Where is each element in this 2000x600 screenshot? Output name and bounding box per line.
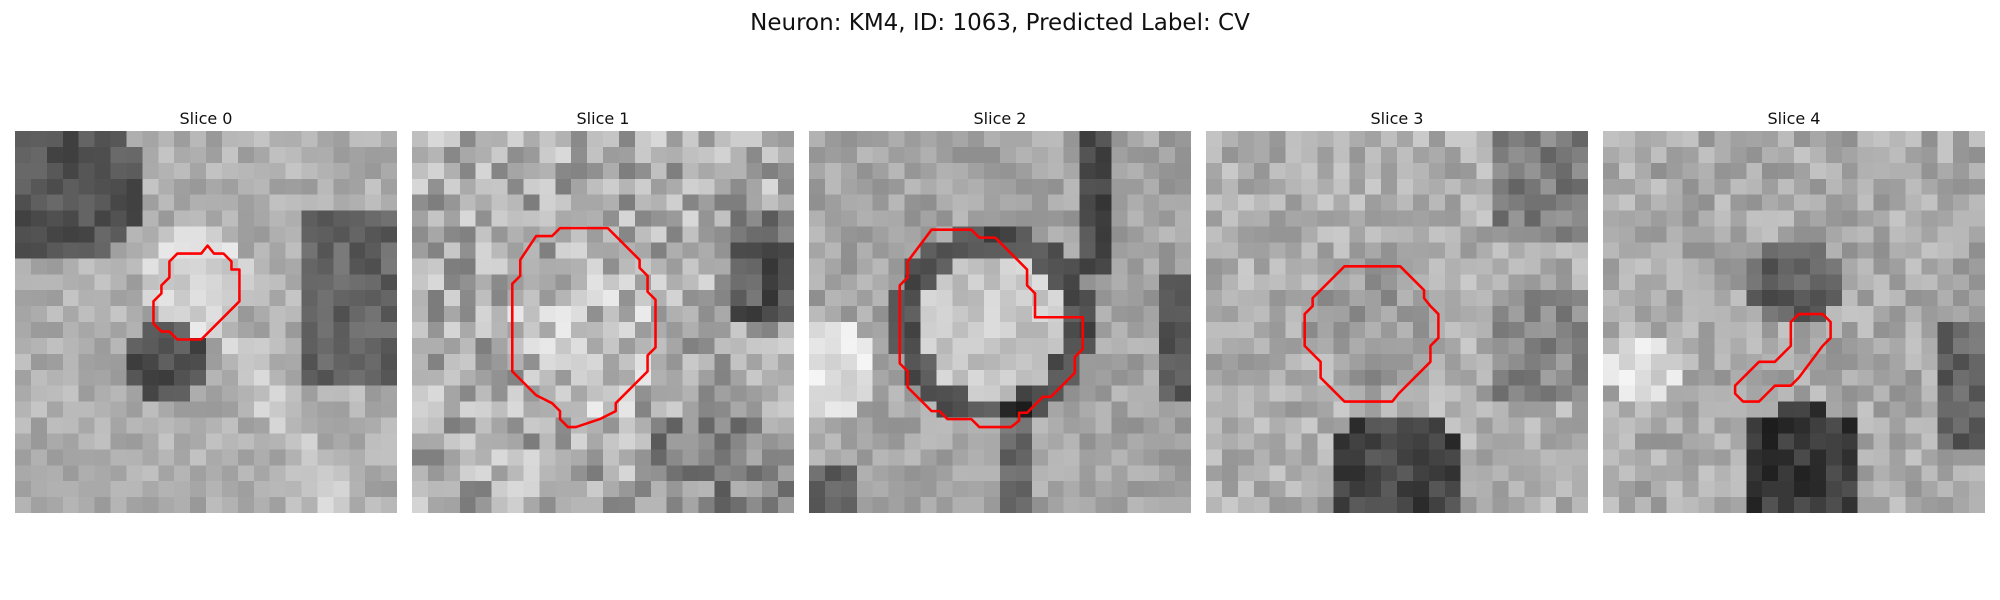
slice-image — [1603, 131, 1985, 513]
slice-image — [1206, 131, 1588, 513]
segmentation-contour — [1303, 265, 1440, 403]
slice-title: Slice 3 — [1370, 109, 1424, 128]
slice-panel-0: Slice 0 — [15, 107, 397, 513]
segmentation-contour — [898, 228, 1085, 429]
slice-title: Slice 2 — [973, 109, 1027, 128]
slice-image — [15, 131, 397, 513]
figure-title: Neuron: KM4, ID: 1063, Predicted Label: … — [750, 10, 1250, 36]
segmentation-contour — [1733, 312, 1832, 403]
slice-panel-1: Slice 1 — [412, 107, 794, 513]
segmentation-contour — [511, 226, 657, 429]
slice-image — [809, 131, 1191, 513]
slice-panel-4: Slice 4 — [1603, 107, 1985, 513]
slice-title: Slice 4 — [1767, 109, 1821, 128]
slice-panel-2: Slice 2 — [809, 107, 1191, 513]
slice-image — [412, 131, 794, 513]
slice-title: Slice 0 — [179, 109, 233, 128]
segmentation-contour — [152, 244, 241, 341]
slice-title: Slice 1 — [576, 109, 630, 128]
slice-panel-3: Slice 3 — [1206, 107, 1588, 513]
